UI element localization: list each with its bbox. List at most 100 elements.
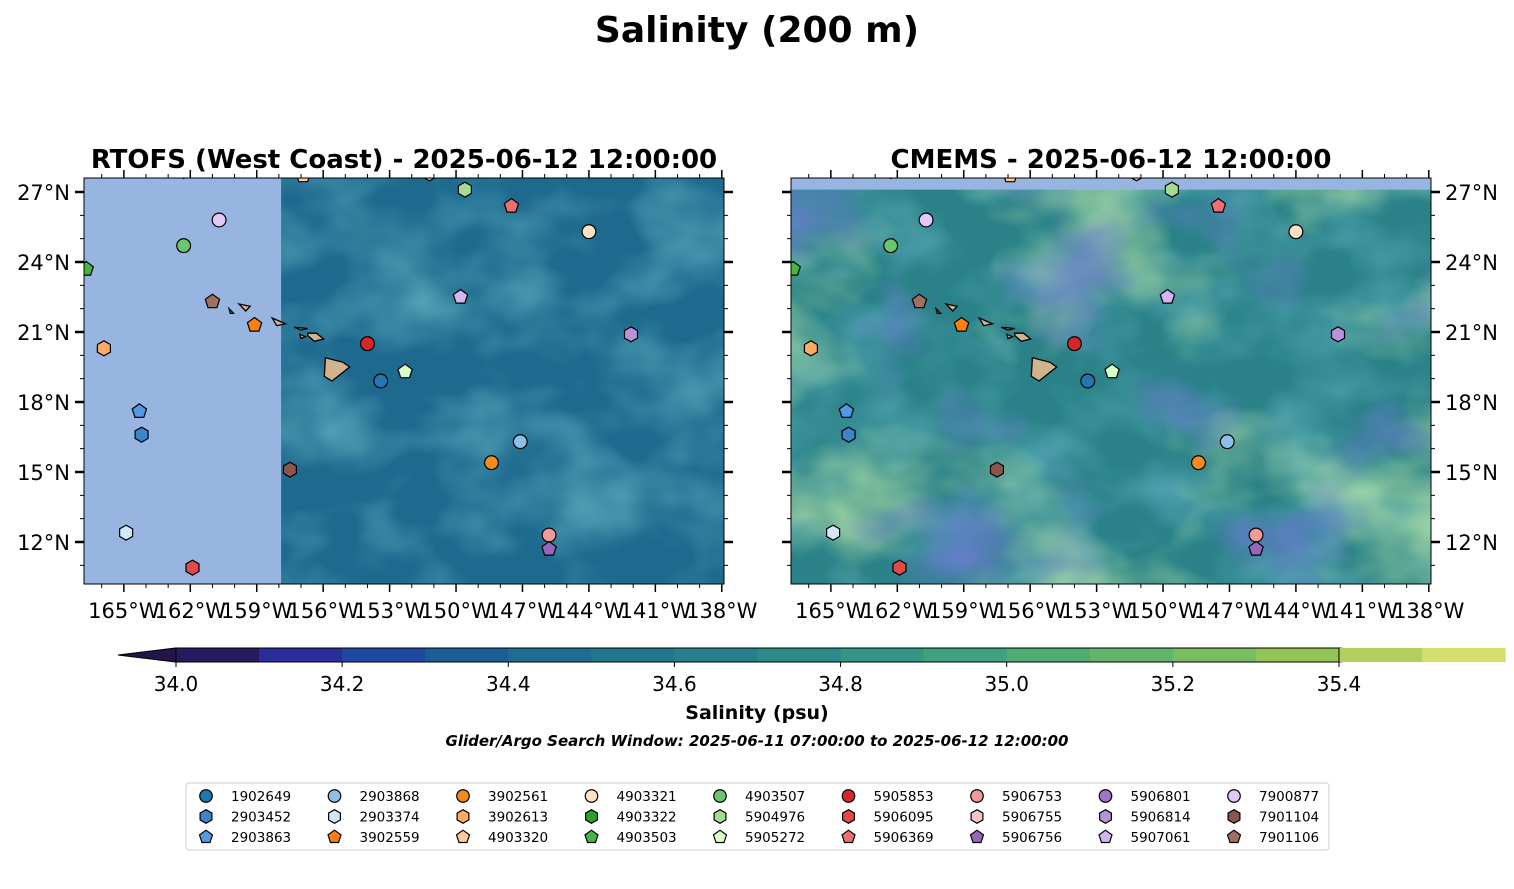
x-tick-label: 150°W bbox=[420, 599, 492, 623]
legend-marker bbox=[1226, 829, 1242, 844]
legend-label: 5906801 bbox=[1131, 789, 1191, 805]
y-tick-label: 24°N bbox=[17, 251, 70, 275]
colorbar-bin bbox=[342, 648, 426, 662]
float-marker bbox=[211, 212, 227, 228]
legend-marker bbox=[456, 809, 470, 824]
float-marker bbox=[185, 559, 200, 576]
float-marker bbox=[296, 178, 310, 183]
map-frame bbox=[83, 177, 725, 585]
legend-marker bbox=[199, 789, 213, 803]
island-land bbox=[1005, 333, 1015, 340]
legend-marker bbox=[327, 829, 342, 844]
island-land bbox=[1030, 356, 1058, 382]
float-marker bbox=[1080, 373, 1096, 389]
legend-label: 4903320 bbox=[488, 830, 548, 846]
float-marker bbox=[1066, 336, 1082, 352]
salinity-field-low bbox=[791, 189, 1431, 584]
legend-label: 2903863 bbox=[231, 830, 291, 846]
map-frame bbox=[790, 177, 1432, 585]
right-panel-title: CMEMS - 2025-06-12 12:00:00 bbox=[891, 145, 1332, 175]
float-marker bbox=[1164, 181, 1180, 198]
float-marker bbox=[841, 426, 856, 443]
colorbar-bin bbox=[176, 648, 260, 662]
island-land bbox=[944, 302, 959, 312]
colorbar-label: Salinity (psu) bbox=[685, 702, 828, 724]
float-marker bbox=[1330, 326, 1346, 343]
colorbar-bin bbox=[1255, 648, 1340, 662]
float-marker bbox=[1190, 455, 1206, 471]
legend-marker bbox=[712, 829, 728, 844]
colorbar-tick-label: 34.2 bbox=[320, 672, 365, 696]
colorbar-bin bbox=[1172, 648, 1257, 662]
legend-label: 2903374 bbox=[360, 810, 420, 826]
colorbar-tick-label: 34.4 bbox=[486, 672, 531, 696]
float-marker bbox=[84, 260, 95, 276]
colorbar-tick-label: 35.0 bbox=[984, 672, 1029, 696]
legend-marker bbox=[456, 789, 470, 803]
x-tick-label: 153°W bbox=[1061, 599, 1133, 623]
legend-label: 5904976 bbox=[745, 810, 805, 826]
legend-label: 4903322 bbox=[617, 810, 677, 826]
island-land bbox=[227, 306, 236, 314]
legend-marker bbox=[1227, 789, 1241, 803]
float-markers bbox=[791, 178, 1346, 576]
island-land bbox=[298, 333, 308, 340]
legend-marker bbox=[199, 809, 213, 824]
island-land bbox=[323, 356, 351, 382]
legend-label: 4903321 bbox=[617, 789, 677, 805]
float-marker bbox=[359, 336, 375, 352]
float-marker bbox=[581, 224, 597, 240]
legend-marker bbox=[455, 829, 471, 844]
legend-label: 5906814 bbox=[1131, 810, 1191, 826]
x-tick-label: 159°W bbox=[221, 599, 293, 623]
legend-marker bbox=[1098, 829, 1113, 844]
float-marker bbox=[176, 238, 192, 254]
float-marker bbox=[423, 178, 436, 182]
float-marker bbox=[825, 524, 841, 541]
legend-label: 7900877 bbox=[1259, 789, 1319, 805]
island-land bbox=[237, 302, 252, 312]
legend-marker bbox=[970, 789, 984, 803]
x-tick-label: 141°W bbox=[620, 599, 692, 623]
colorbar-bin bbox=[757, 648, 842, 662]
y-tick-label: 15°N bbox=[1445, 461, 1498, 485]
float-marker bbox=[918, 212, 934, 228]
legend-label: 7901104 bbox=[1259, 810, 1319, 826]
float-marker bbox=[803, 340, 819, 357]
colorbar-frame bbox=[175, 647, 1340, 663]
x-tick-label: 156°W bbox=[994, 599, 1066, 623]
float-marker bbox=[96, 340, 112, 357]
float-marker bbox=[989, 461, 1005, 478]
colorbar-tick-label: 34.0 bbox=[154, 672, 199, 696]
legend-label: 2903868 bbox=[360, 789, 420, 805]
y-tick-label: 27°N bbox=[17, 181, 70, 205]
float-marker bbox=[1104, 363, 1120, 379]
float-marker bbox=[953, 316, 970, 332]
colorbar-bin bbox=[674, 648, 758, 662]
x-tick-label: 162°W bbox=[862, 599, 934, 623]
float-marker bbox=[483, 455, 499, 471]
float-marker bbox=[134, 426, 149, 443]
colorbar-bin bbox=[259, 648, 343, 662]
float-legend: 1902649 2903452 2903863 2903868 2903374 39025… bbox=[185, 782, 1330, 851]
float-marker bbox=[246, 316, 263, 332]
float-marker bbox=[397, 363, 413, 379]
y-tick-label: 18°N bbox=[17, 391, 70, 415]
x-tick-label: 162°W bbox=[155, 599, 227, 623]
legend-label: 3902559 bbox=[360, 830, 420, 846]
float-marker bbox=[512, 434, 528, 450]
legend-label: 5906095 bbox=[874, 810, 934, 826]
colorbar-bin bbox=[1089, 648, 1174, 662]
legend-marker bbox=[841, 809, 856, 824]
legend-marker bbox=[1098, 809, 1113, 824]
island-land bbox=[270, 316, 288, 327]
x-tick-label: 147°W bbox=[487, 599, 559, 623]
float-marker bbox=[541, 527, 557, 543]
x-tick-label: 147°W bbox=[1194, 599, 1266, 623]
float-marker bbox=[883, 238, 899, 254]
legend-marker bbox=[713, 809, 727, 824]
legend-label: 2903452 bbox=[231, 810, 291, 826]
x-tick-label: 159°W bbox=[928, 599, 1000, 623]
legend-label: 5906753 bbox=[1002, 789, 1062, 805]
